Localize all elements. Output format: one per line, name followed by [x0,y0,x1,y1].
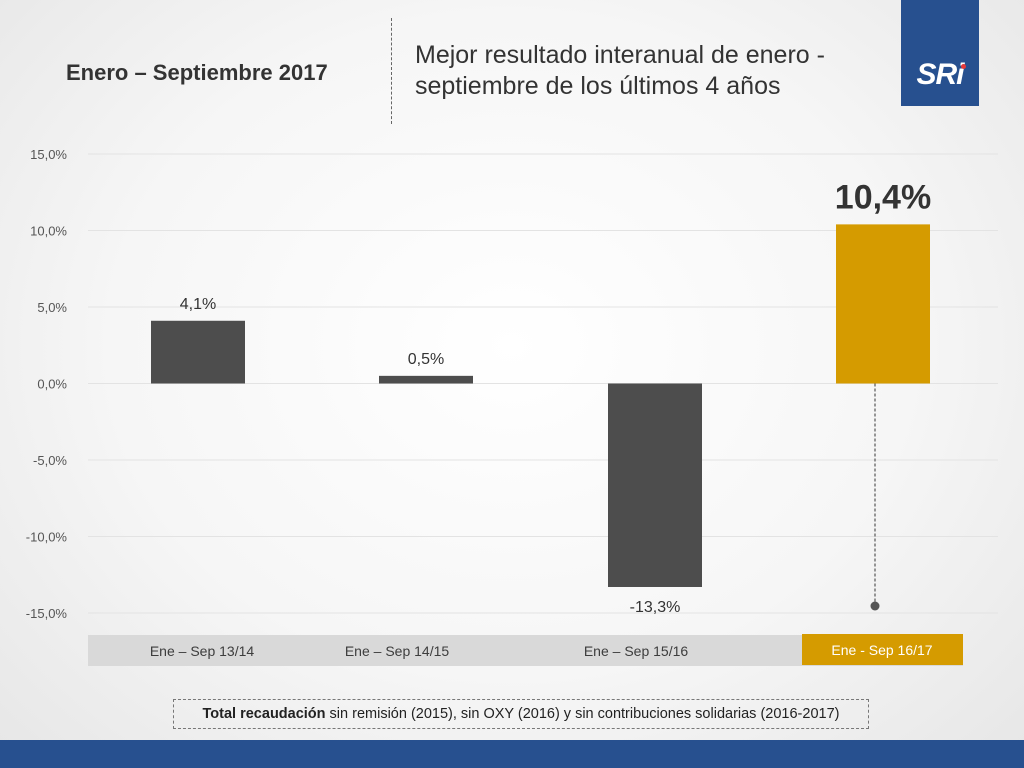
category-label: Ene - Sep 16/17 [831,642,933,658]
bar [608,383,702,587]
y-tick-label: 10,0% [30,224,67,239]
logo-text: SRi [916,58,964,91]
footnote-bold: Total recaudación [202,706,326,722]
bottom-band [0,740,1024,768]
bar [151,320,245,384]
data-label: 4,1% [180,296,216,313]
category-label: Ene – Sep 13/14 [149,643,255,659]
data-label: -13,3% [630,599,681,616]
data-labels: 4,1% 0,5% -13,3% 10,4% [180,178,931,616]
main-title: Mejor resultado interanual de enero - se… [415,41,825,100]
period-title: Enero – Septiembre 2017 [66,60,328,85]
y-tick-label: -15,0% [26,606,68,621]
y-tick-label: 0,0% [37,377,67,392]
leader-dot [870,601,880,611]
bar [836,224,930,384]
y-tick-label: -10,0% [26,530,68,545]
highlight-leader [870,383,880,611]
y-tick-label: -5,0% [33,453,67,468]
title-divider [391,18,392,124]
data-label: 0,5% [408,351,444,368]
bar [379,375,473,384]
data-label: 10,4% [835,178,931,216]
sri-logo: SRi [901,0,979,106]
footnote-text: sin remisión (2015), sin OXY (2016) y si… [325,706,840,722]
y-tick-label: 15,0% [30,147,67,162]
y-axis-ticks: 15,0% 10,0% 5,0% 0,0% -5,0% -10,0% -15,0% [26,147,68,621]
category-band-highlight [802,634,963,665]
chart-bars [151,224,930,587]
footnote: Total recaudación sin remisión (2015), s… [173,699,869,729]
y-tick-label: 5,0% [37,300,67,315]
logo-dot [961,64,966,69]
category-label: Ene – Sep 15/16 [583,643,689,659]
category-label: Ene – Sep 14/15 [344,643,450,659]
